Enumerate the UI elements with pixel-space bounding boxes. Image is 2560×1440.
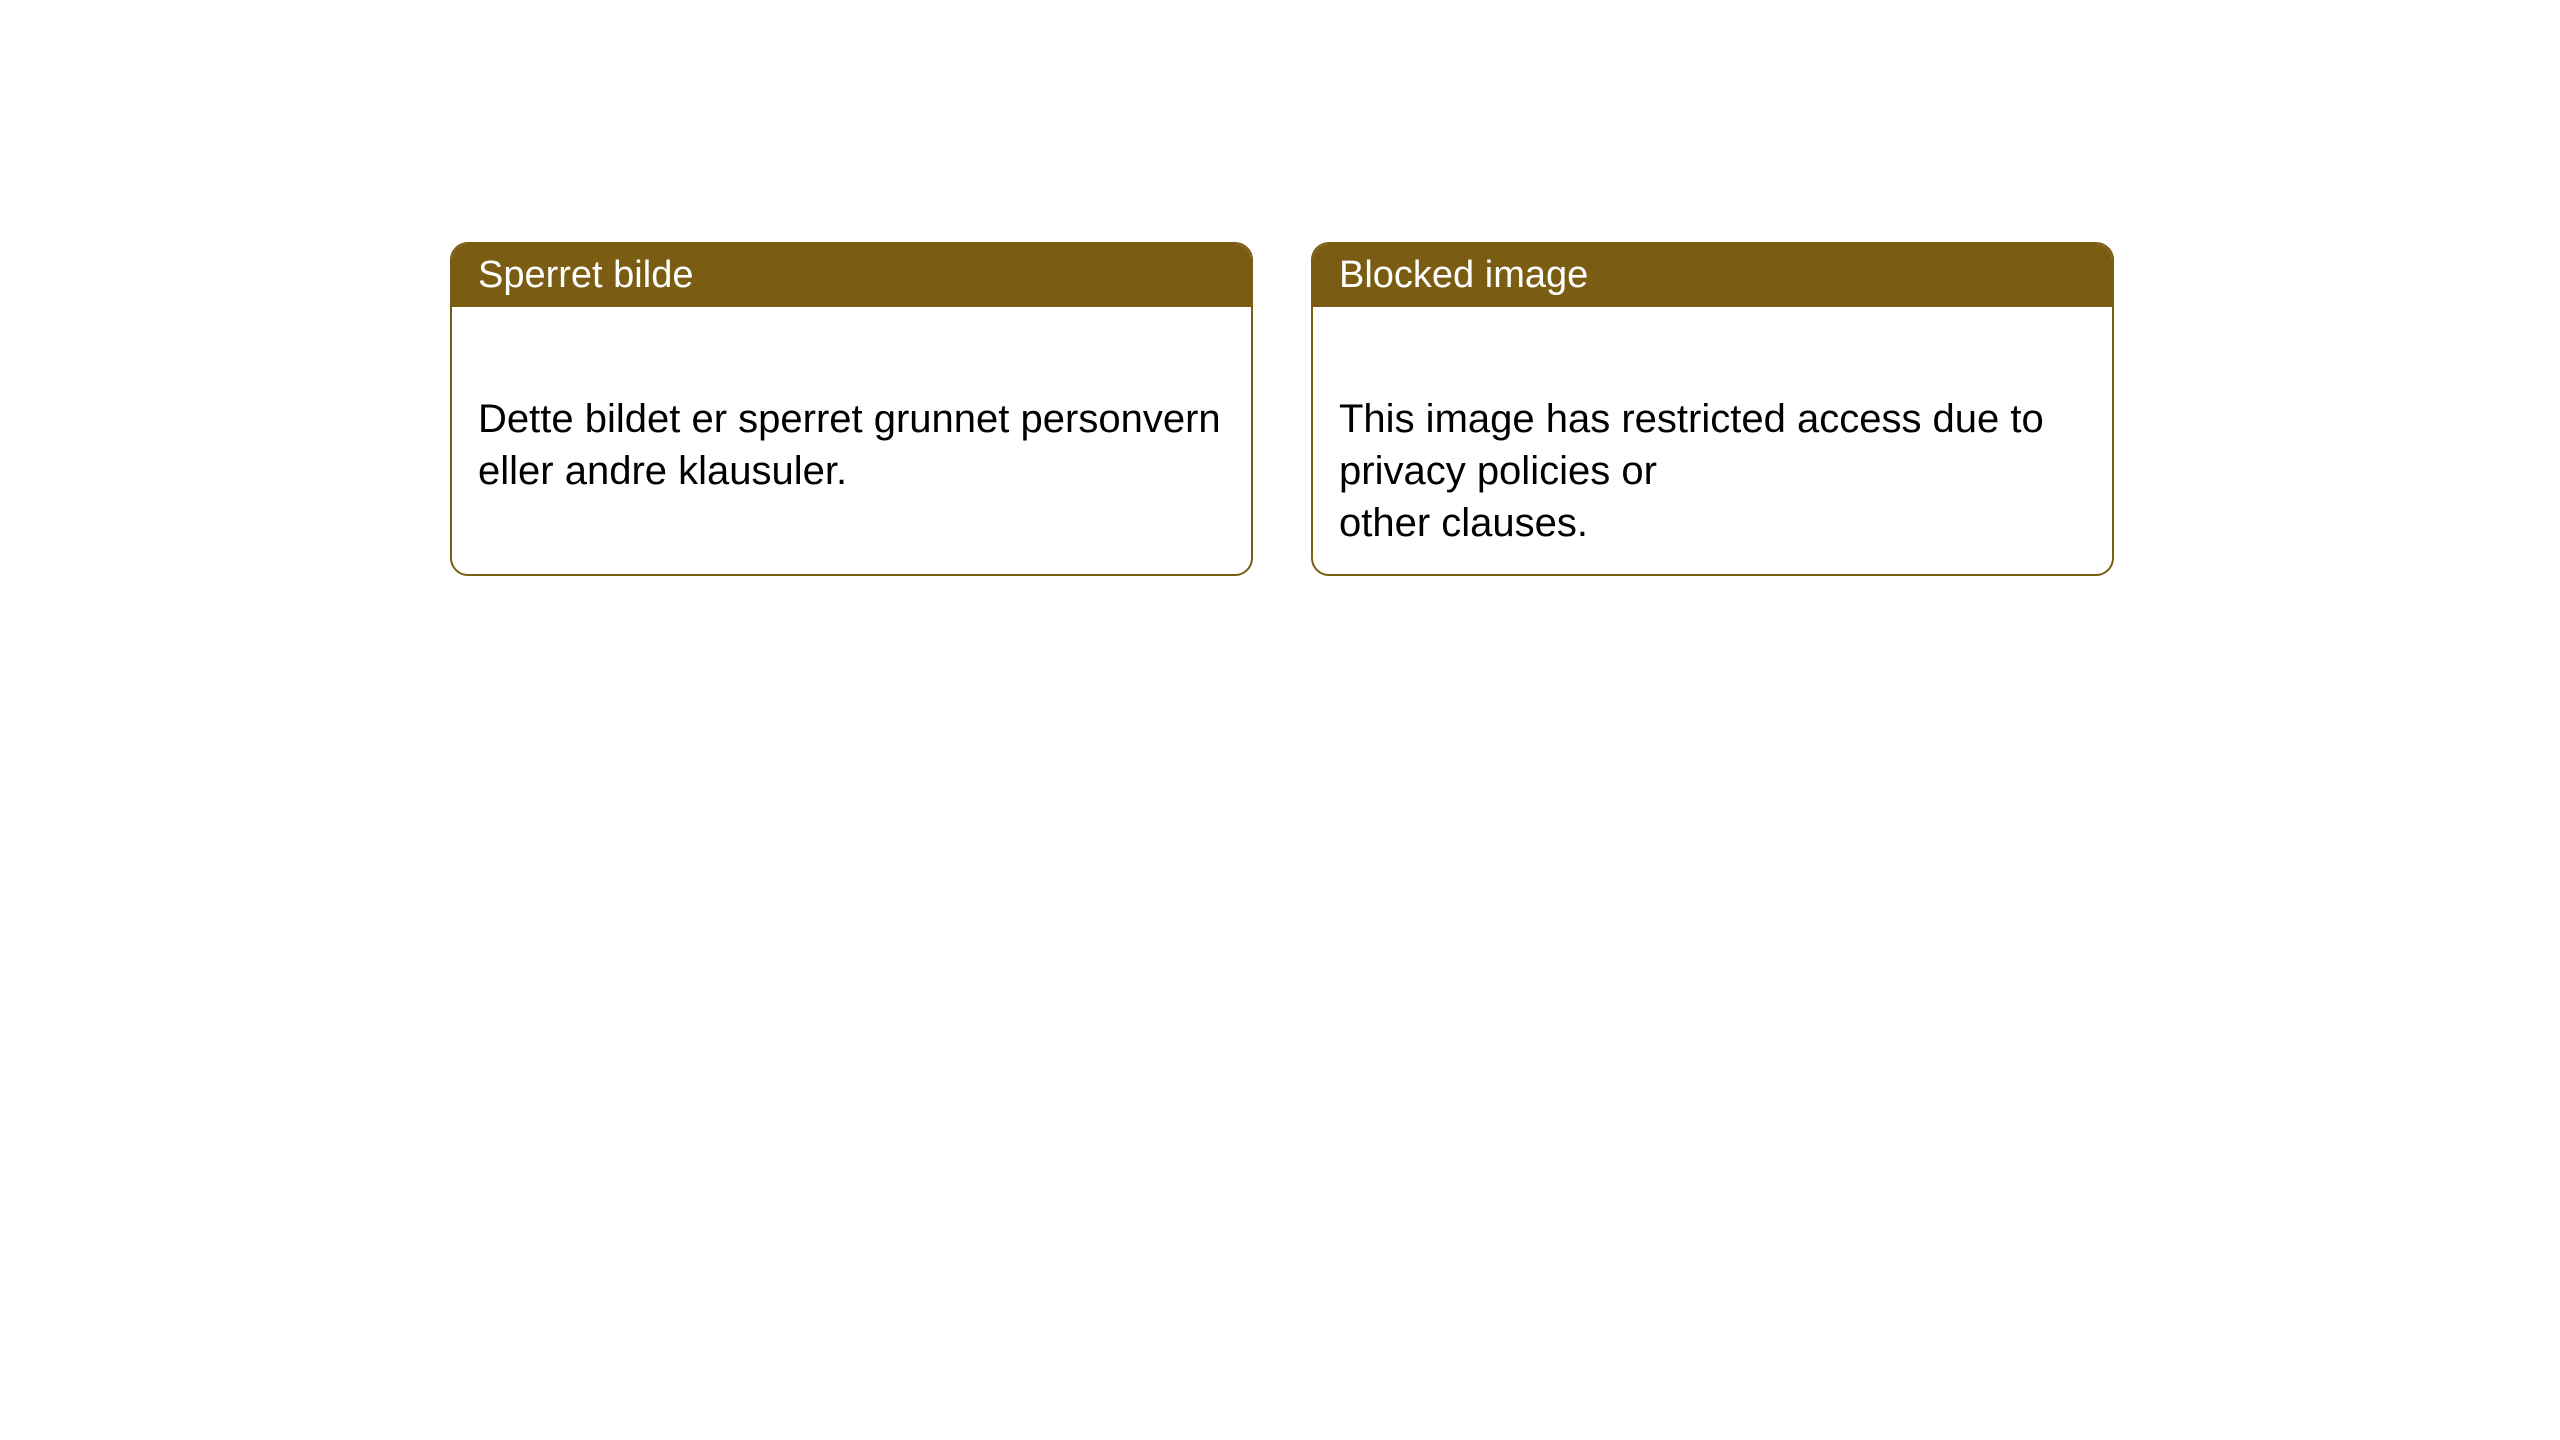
blocked-image-card-en: Blocked image This image has restricted … [1311, 242, 2114, 576]
card-header-no: Sperret bilde [452, 244, 1251, 307]
card-body-en: This image has restricted access due to … [1313, 307, 2112, 576]
card-text-en: This image has restricted access due to … [1339, 397, 2044, 545]
blocked-image-card-no: Sperret bilde Dette bildet er sperret gr… [450, 242, 1253, 576]
card-text-no: Dette bildet er sperret grunnet personve… [478, 397, 1221, 493]
card-header-en: Blocked image [1313, 244, 2112, 307]
card-body-no: Dette bildet er sperret grunnet personve… [452, 307, 1251, 531]
card-title-no: Sperret bilde [478, 254, 693, 296]
card-title-en: Blocked image [1339, 254, 1588, 296]
notice-container: Sperret bilde Dette bildet er sperret gr… [450, 242, 2114, 576]
